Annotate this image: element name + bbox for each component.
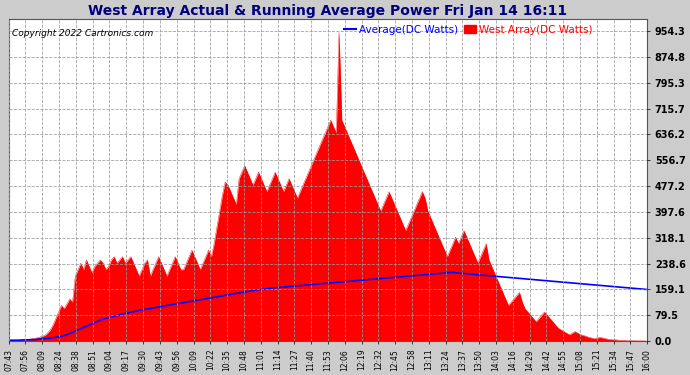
Text: Copyright 2022 Cartronics.com: Copyright 2022 Cartronics.com [12, 29, 153, 38]
Title: West Array Actual & Running Average Power Fri Jan 14 16:11: West Array Actual & Running Average Powe… [88, 4, 567, 18]
Legend: Average(DC Watts), West Array(DC Watts): Average(DC Watts), West Array(DC Watts) [344, 24, 593, 34]
